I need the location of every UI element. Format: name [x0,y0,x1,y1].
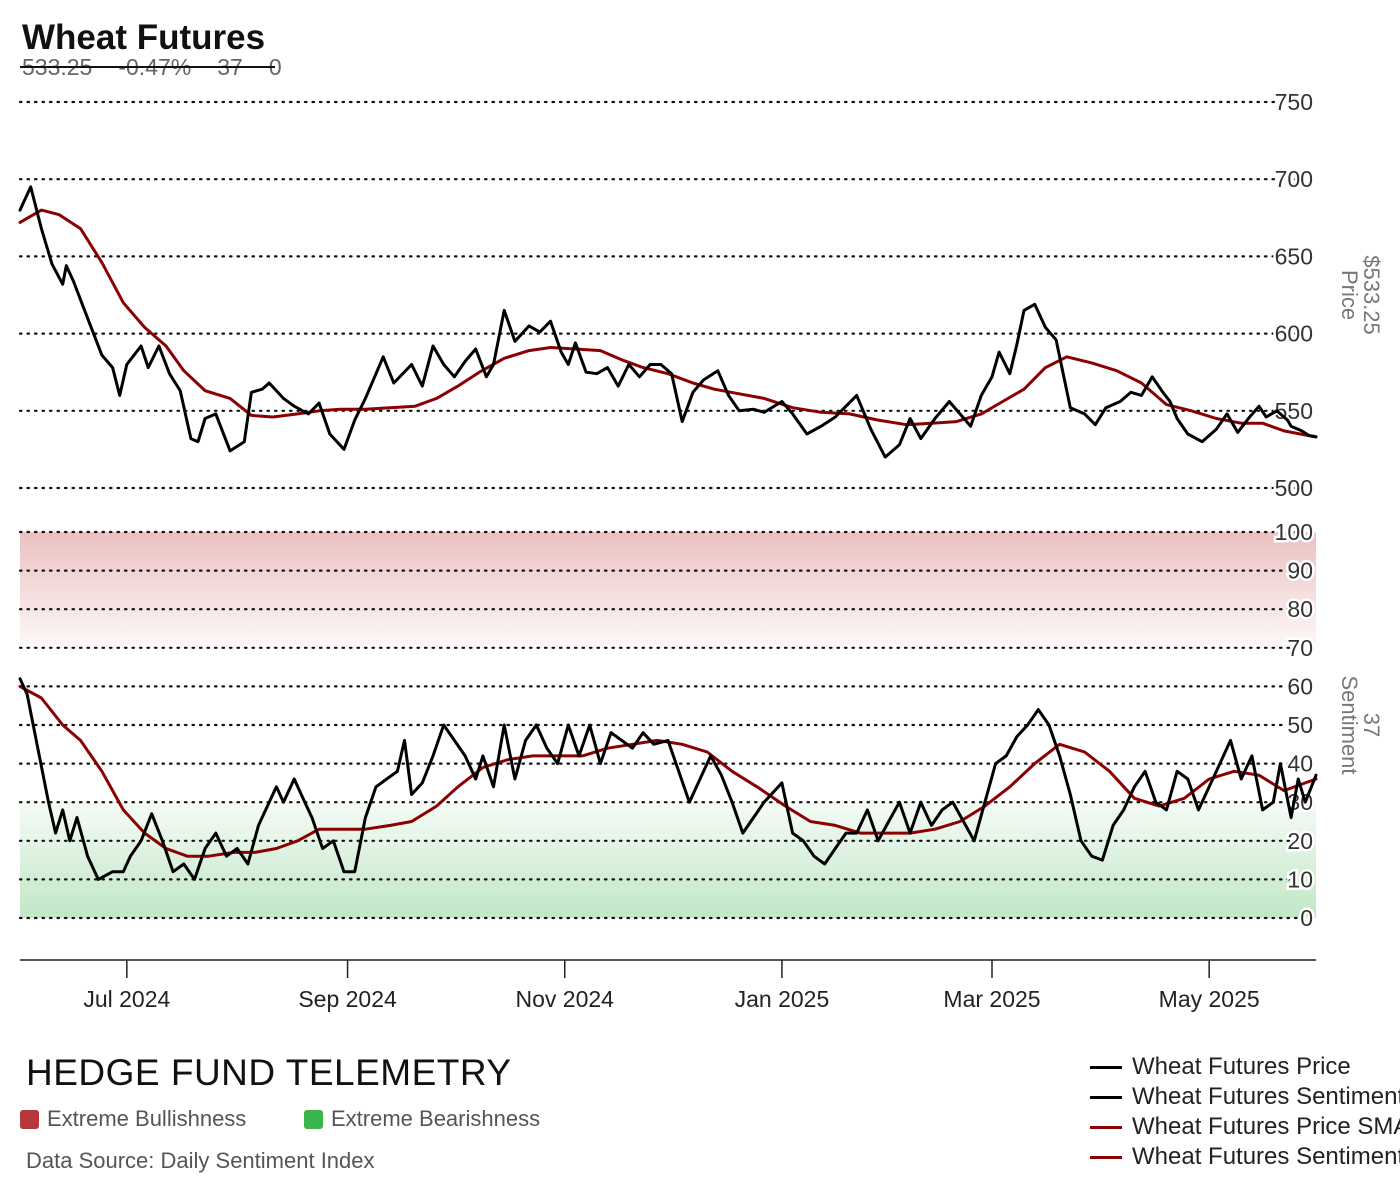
brand-name: HEDGE FUND TELEMETRY [26,1052,512,1093]
legend-line-icon [1090,1095,1122,1099]
x-tick-label: Mar 2025 [943,986,1040,1012]
axis-title: Price$533.25 [1337,255,1384,335]
bearish-label: Extreme Bearishness [331,1106,541,1131]
stat-extra: 0 [268,54,282,80]
axis-title-text: Sentiment [1337,675,1362,774]
y-tick-label: 90 [1287,558,1313,584]
y-tick-label: 750 [1275,89,1313,115]
y-tick-label: 10 [1287,866,1313,892]
series-line [18,208,1318,439]
axis-title-text: Price [1337,270,1362,320]
data-source: Data Source: Daily Sentiment Index [26,1148,375,1173]
legend-line-icon [1090,1125,1122,1129]
zone-key-bearish: Extreme Bearishness [304,1106,540,1132]
bullish-swatch [20,1109,39,1129]
y-tick-label: 70 [1287,635,1313,661]
legend: Wheat Futures Price Wheat Futures Sentim… [1090,1052,1400,1172]
y-tick-label: 100 [1275,519,1313,545]
series-line [18,684,1318,858]
y-tick-label: 50 [1287,712,1313,738]
legend-item[interactable]: Wheat Futures Price SMA [1090,1112,1400,1142]
x-tick-label: Jul 2024 [83,986,170,1012]
y-tick-label: 0 [1300,905,1313,931]
legend-item[interactable]: Wheat Futures Sentiment SMA [1090,1142,1400,1172]
series-line [18,185,1318,459]
zone-band [20,802,1316,918]
y-tick-label: 700 [1275,166,1313,192]
x-tick-label: Nov 2024 [516,986,615,1012]
strikethrough-line [20,66,275,68]
chart-svg: 500550600650700750Price$533.250102030405… [18,89,1384,1012]
legend-label: Wheat Futures Sentiment SMA [1132,1143,1400,1170]
series-line [18,677,1318,881]
legend-line-icon [1090,1065,1122,1069]
legend-line-icon [1090,1155,1122,1159]
y-tick-label: 650 [1275,243,1313,269]
axis-title-value: $533.25 [1359,255,1384,335]
y-tick-label: 500 [1275,475,1313,501]
y-tick-label: 20 [1287,828,1313,854]
bearish-swatch [304,1109,323,1129]
legend-item[interactable]: Wheat Futures Price [1090,1052,1400,1082]
y-tick-label: 550 [1275,398,1313,424]
y-tick-label: 40 [1287,751,1313,777]
y-tick-label: 600 [1275,321,1313,347]
chart-title: Wheat Futures [22,18,266,57]
legend-label: Wheat Futures Sentiment [1132,1083,1400,1110]
legend-item[interactable]: Wheat Futures Sentiment [1090,1082,1400,1112]
x-tick-label: May 2025 [1159,986,1260,1012]
y-tick-label: 80 [1287,596,1313,622]
y-tick-label: 60 [1287,673,1313,699]
legend-label: Wheat Futures Price SMA [1132,1113,1400,1140]
axis-title-value: 37 [1359,713,1384,737]
zone-key-bullish: Extreme Bullishness [20,1106,246,1132]
legend-label: Wheat Futures Price [1132,1053,1351,1080]
x-tick-label: Sep 2024 [298,986,397,1012]
bullish-label: Extreme Bullishness [47,1106,247,1131]
x-tick-label: Jan 2025 [735,986,830,1012]
zone-band [20,532,1316,648]
